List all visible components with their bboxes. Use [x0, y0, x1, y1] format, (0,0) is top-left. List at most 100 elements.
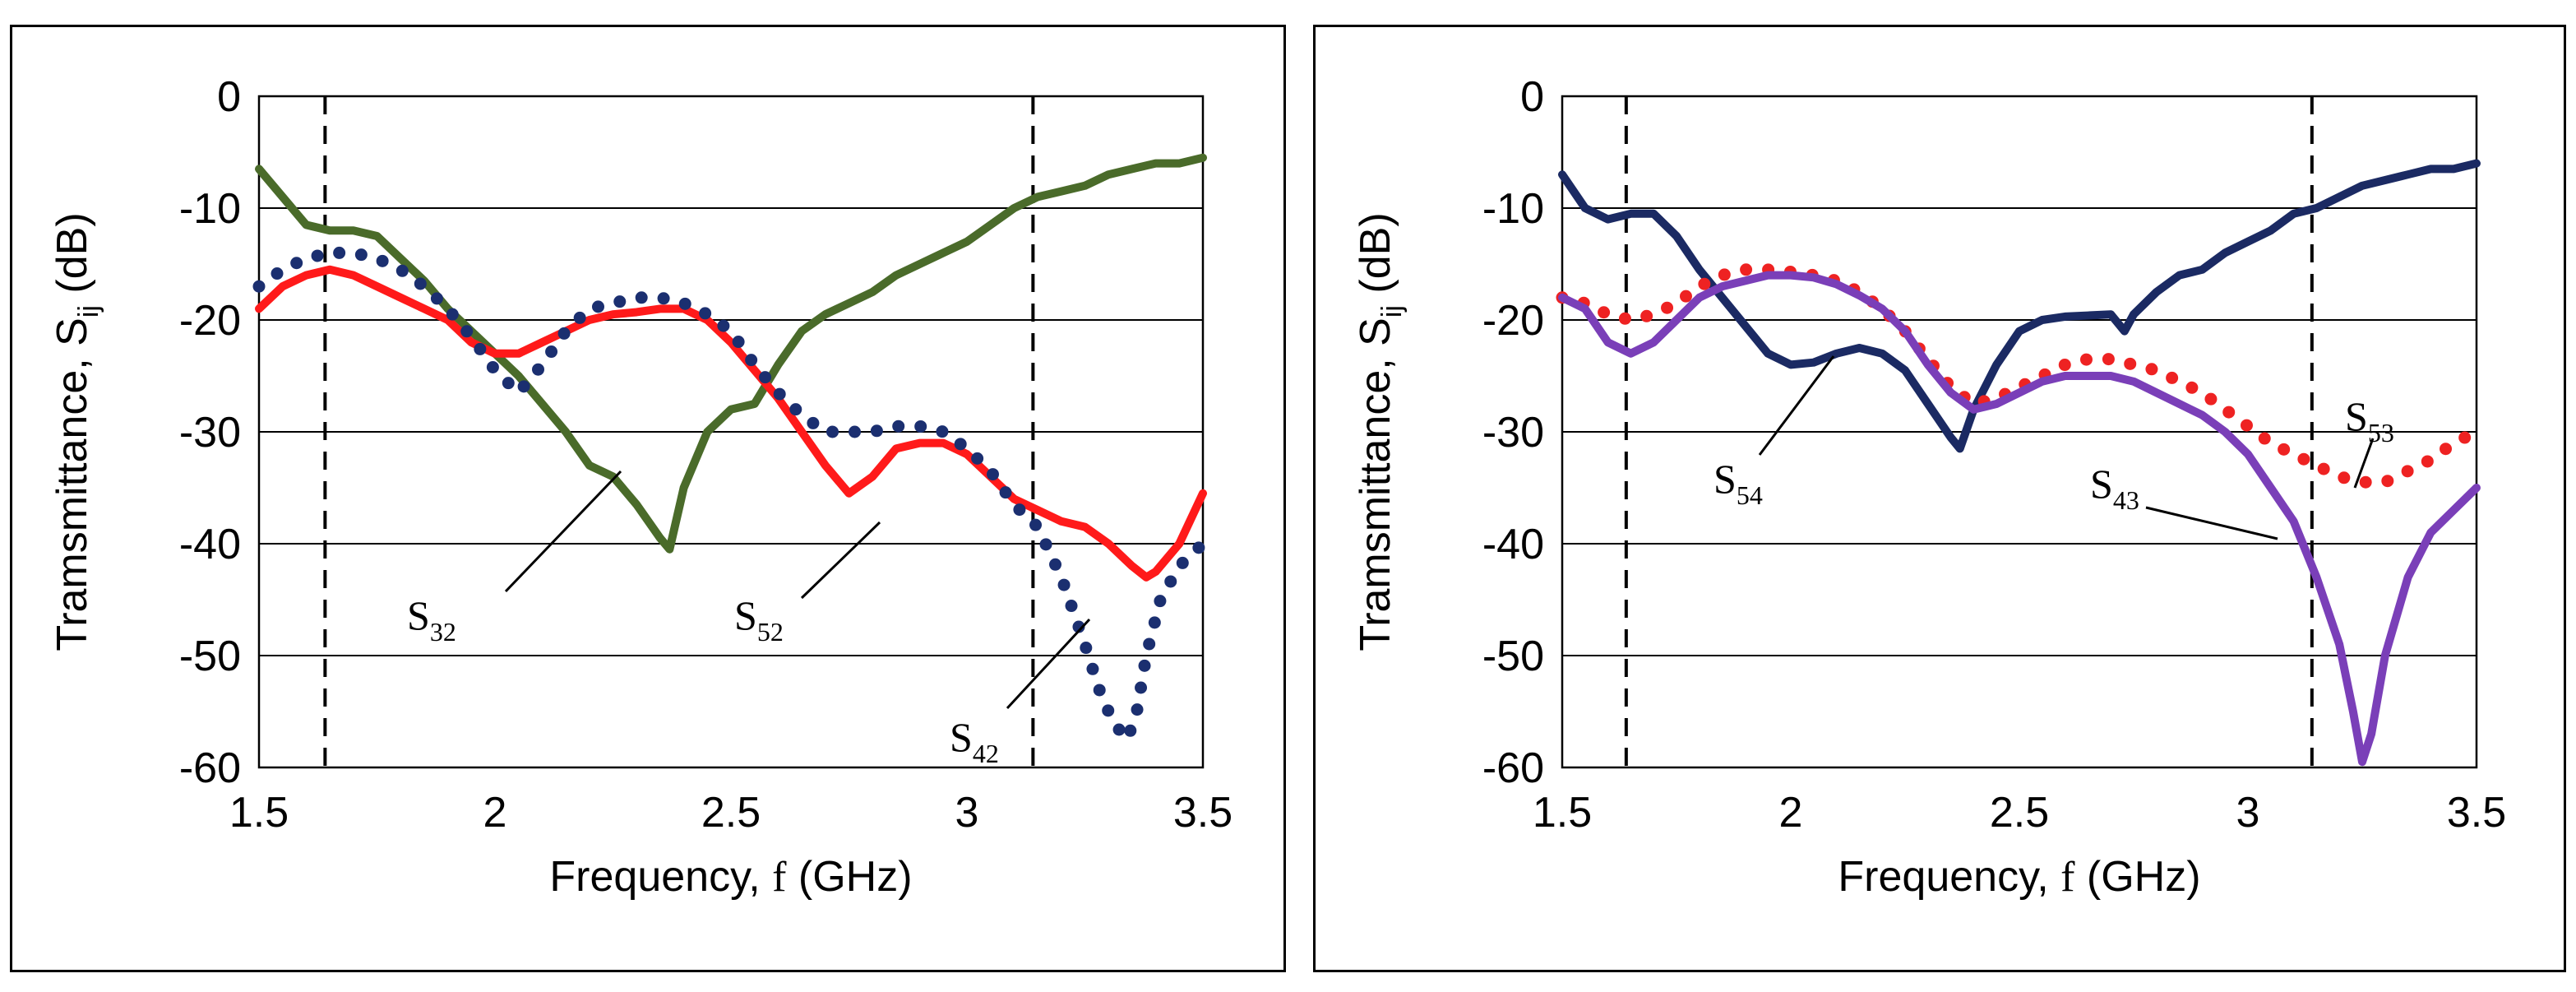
x-tick-label: 2 [1779, 789, 1803, 837]
y-tick-label: -30 [1482, 409, 1544, 457]
data-point [2421, 455, 2434, 468]
data-point [545, 345, 558, 359]
data-point [557, 327, 571, 340]
data-point [870, 424, 883, 438]
data-point [1176, 556, 1189, 569]
data-point [1192, 541, 1205, 554]
y-axis-title: Tramsmittance, Sij (dB) [1352, 212, 1408, 651]
data-point [971, 452, 984, 465]
data-point [1065, 600, 1078, 613]
data-point [699, 307, 712, 320]
chart-panel-right: 0 -10 -20 -30 -40 -50 -60 1.5 2 2.5 3 3.5 S54 S53 S43 F… [1313, 25, 2566, 972]
data-point [745, 354, 758, 367]
data-point [1057, 578, 1071, 591]
y-tick-label: -60 [179, 744, 241, 792]
series-label-s43: S43 [2090, 461, 2139, 515]
data-point [1679, 290, 1692, 303]
data-point [986, 468, 999, 481]
data-point [1013, 503, 1026, 517]
data-point [657, 292, 670, 305]
y-tick-label: 0 [217, 73, 241, 121]
data-point [1640, 309, 1653, 322]
data-point [1131, 703, 1144, 716]
data-point [460, 325, 474, 338]
y-tick-label: -50 [1482, 633, 1544, 680]
y-tick-label: -20 [1482, 297, 1544, 345]
data-point [2079, 353, 2093, 366]
annotation-leader [1758, 355, 1835, 456]
data-point [1135, 681, 1148, 694]
x-tick-label: 2.5 [1990, 789, 2049, 837]
data-point [849, 425, 862, 438]
annotation-leader [800, 521, 881, 600]
series-label-subscript: 54 [1737, 480, 1763, 510]
data-point [2258, 432, 2271, 445]
data-point [2338, 471, 2351, 484]
data-point [2204, 392, 2218, 406]
data-point [502, 377, 515, 390]
chart-panel-left: 0 -10 -20 -30 -40 -50 -60 1.5 2 2.5 3 3.5 S32 S52 S42 F… [10, 25, 1286, 972]
data-point [1740, 263, 1753, 276]
data-point [1718, 268, 1731, 281]
series-s54 [1558, 159, 2481, 453]
data-point [1138, 659, 1151, 672]
data-point [573, 311, 586, 324]
data-point [591, 300, 604, 313]
data-point [773, 387, 786, 401]
plot-area [1561, 95, 2478, 769]
series-label-subscript: 43 [2113, 485, 2139, 515]
plot-area [257, 95, 1205, 769]
data-point [2440, 443, 2453, 456]
data-point [446, 308, 459, 321]
y-tick-label: -10 [1482, 185, 1544, 233]
data-point [914, 420, 927, 433]
y-axis-title: Tramsmittance, Sij (dB) [49, 212, 104, 651]
data-point [1086, 662, 1099, 675]
data-point [1124, 724, 1137, 737]
x-axis-title: Frequency, f (GHz) [1838, 853, 2200, 901]
chart-right: 0 -10 -20 -30 -40 -50 -601.5 2 2.5 3 3.5 S54 S53 S43 F… [1352, 73, 2506, 901]
x-tick-label: 2 [483, 789, 507, 837]
series-label-s32: S32 [407, 592, 456, 647]
data-point [2458, 431, 2472, 444]
series-label-s53: S53 [2345, 393, 2394, 447]
data-point [395, 264, 409, 277]
data-point [954, 438, 967, 451]
data-point [1698, 277, 1711, 290]
data-point [1143, 637, 1156, 651]
annotation-leader [2145, 506, 2278, 540]
data-point [1112, 723, 1126, 736]
y-tick-label: -20 [179, 297, 241, 345]
y-tick-label: -40 [179, 521, 241, 568]
annotation-leader [2353, 438, 2375, 489]
series-label-subscript: 42 [973, 739, 999, 768]
annotation-leader [504, 470, 622, 593]
y-tick-label: -30 [179, 409, 241, 457]
data-point [1029, 518, 1043, 531]
x-axis-title: Frequency, f (GHz) [549, 853, 912, 901]
data-point [2185, 381, 2199, 394]
data-point [1102, 704, 1115, 717]
series-label-subscript: 32 [430, 617, 456, 647]
data-point [2166, 371, 2179, 384]
series-label-s54: S54 [1713, 456, 1763, 510]
data-point [936, 425, 949, 438]
data-point [1661, 301, 1674, 314]
data-point [2102, 353, 2115, 366]
data-point [1093, 684, 1106, 697]
data-point [2297, 452, 2310, 466]
data-point [1148, 616, 1161, 629]
series-s52 [255, 265, 1207, 582]
chart-left: 0 -10 -20 -30 -40 -50 -601.5 2 2.5 3 3.5 S32 S52 S42 F… [49, 73, 1233, 901]
data-point [1080, 642, 1093, 655]
x-tick-label: 3 [955, 789, 979, 837]
data-point [333, 246, 346, 259]
series-label-subscript: 52 [757, 617, 784, 647]
annotation-leader [1006, 618, 1091, 710]
data-point [2317, 462, 2330, 475]
series-s43 [1558, 271, 2481, 767]
x-tick-label: 3.5 [2447, 789, 2506, 837]
data-point [2278, 443, 2291, 456]
data-point [532, 363, 545, 376]
x-tick-label: 3 [2236, 789, 2260, 837]
